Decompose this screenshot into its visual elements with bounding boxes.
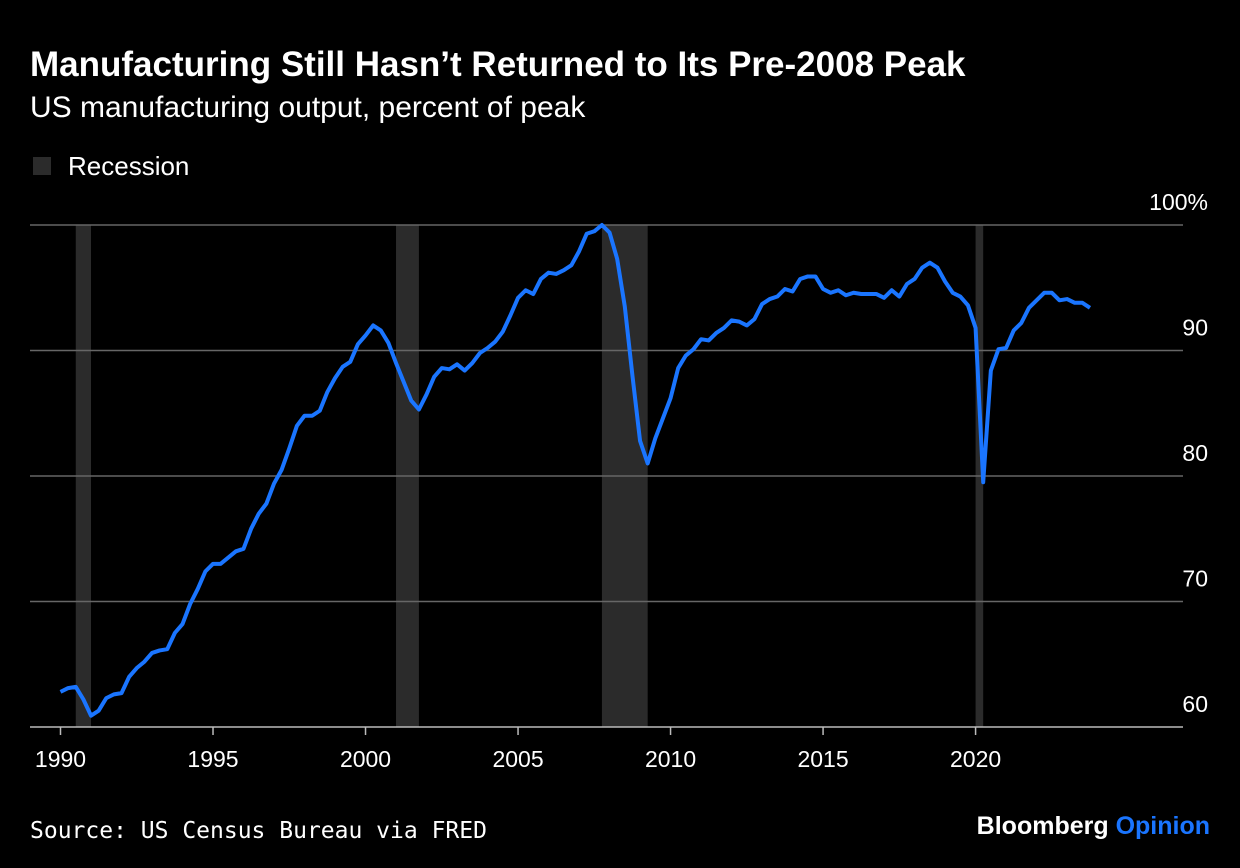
legend-swatch (33, 157, 51, 175)
x-tick-label: 2020 (950, 746, 1001, 772)
y-tick-label: 90 (1182, 315, 1208, 341)
legend-label: Recession (68, 151, 189, 181)
chart-subtitle: US manufacturing output, percent of peak (30, 91, 586, 124)
brand-name: Bloomberg (977, 812, 1109, 840)
y-tick-label: 80 (1182, 440, 1208, 466)
brand: Bloomberg Opinion (977, 812, 1210, 840)
x-tick-label: 1995 (187, 746, 238, 772)
source: Source: US Census Bureau via FRED (30, 818, 487, 844)
y-tick-label: 60 (1182, 691, 1208, 717)
y-tick-label: 70 (1182, 566, 1208, 592)
x-tick-label: 2015 (797, 746, 848, 772)
x-tick-label: 1990 (35, 746, 86, 772)
y-tick-label: 100% (1149, 189, 1208, 215)
data-line (59, 223, 1092, 718)
x-tick-label: 2000 (340, 746, 391, 772)
x-tick-label: 2005 (492, 746, 543, 772)
chart-title: Manufacturing Still Hasn’t Returned to I… (30, 45, 966, 84)
brand-suffix: Opinion (1116, 812, 1210, 840)
x-tick-label: 2010 (645, 746, 696, 772)
